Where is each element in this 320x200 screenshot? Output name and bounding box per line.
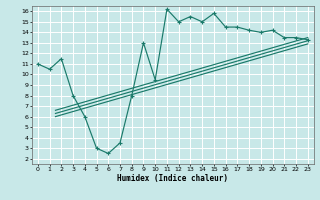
X-axis label: Humidex (Indice chaleur): Humidex (Indice chaleur) (117, 174, 228, 183)
